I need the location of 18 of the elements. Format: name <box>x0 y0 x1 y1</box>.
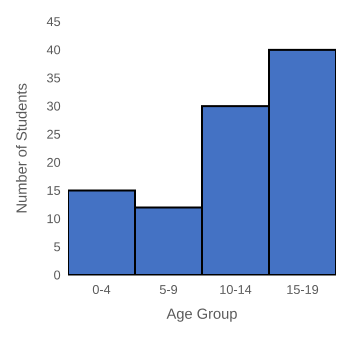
x-tick-label: 0-4 <box>92 285 110 294</box>
y-tick-label: 45 <box>46 17 60 26</box>
y-tick-label: 0 <box>54 270 60 280</box>
y-tick-label: 30 <box>47 102 60 111</box>
y-tick-label: 5 <box>54 242 60 252</box>
x-tick-label: 10-14 <box>220 285 252 294</box>
bar <box>268 48 336 275</box>
y-tick-label: 15 <box>47 186 60 195</box>
y-tick-label: 20 <box>47 158 60 167</box>
bar <box>68 190 136 275</box>
x-tick-label: 15-19 <box>287 285 318 294</box>
y-axis-title: Number of Students <box>16 84 27 212</box>
x-axis-title: Age Group <box>166 308 237 322</box>
y-tick-label: 40 <box>46 45 60 54</box>
y-tick-label: 35 <box>47 73 60 82</box>
y-tick-label: 25 <box>47 130 60 139</box>
x-tick-label: 5-9 <box>160 285 178 294</box>
y-tick-label: 10 <box>47 214 60 224</box>
